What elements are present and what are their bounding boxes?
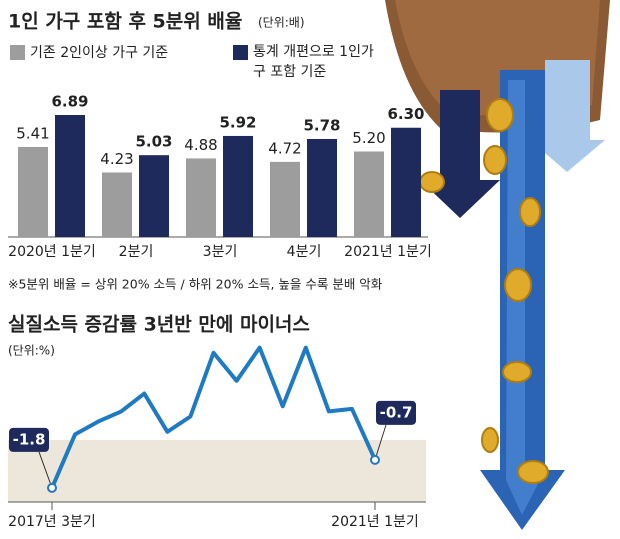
x-tick-label: 2017년 3분기 [8, 514, 96, 530]
chart-title: 1인 가구 포함 후 5분위 배율 [8, 11, 242, 33]
label-box [9, 427, 49, 452]
label-box [376, 400, 416, 425]
bar [139, 155, 169, 237]
bar [270, 161, 300, 237]
x-tick-label: 2020년 1분기 [8, 244, 96, 260]
bar [223, 135, 253, 237]
value-label: 5.92 [219, 113, 256, 131]
bar [307, 138, 337, 237]
value-label: 6.89 [51, 93, 88, 111]
point [370, 454, 380, 465]
value-label: 4.23 [100, 150, 133, 168]
legend-swatch [233, 45, 248, 60]
value-label: -1.8 [13, 430, 46, 448]
x-tick-label: 2021년 1분기 [331, 514, 419, 530]
unit-label: (단위:배) [258, 16, 305, 30]
bar [55, 115, 85, 237]
value-label: 5.03 [135, 133, 172, 151]
callout-line [38, 451, 53, 489]
value-label: 5.78 [303, 116, 340, 134]
x-tick-label: 4분기 [287, 244, 322, 260]
plot-band [8, 440, 426, 502]
bar [102, 172, 132, 237]
x-tick-label: 2분기 [119, 244, 154, 260]
bar [354, 151, 384, 237]
note: ※5분위 배율 = 상위 20% 소득 / 하위 20% 소득, 높을 수록 분… [8, 277, 383, 292]
legend-label: 통계 개편으로 1인가구 포함 기준 [253, 44, 374, 80]
value-label: 6.30 [387, 105, 424, 123]
bar [391, 127, 421, 237]
value-label: 5.20 [352, 129, 385, 147]
legend-swatch [10, 45, 25, 60]
bar [186, 158, 216, 237]
value-label: -0.7 [380, 403, 413, 421]
value-label: 5.41 [16, 124, 49, 142]
value-label: 4.72 [268, 139, 301, 157]
chart-title: 실질소득 증감률 3년반 만에 마이너스 [8, 314, 310, 336]
x-tick-label: 2021년 1분기 [344, 244, 432, 260]
callout-line [374, 424, 387, 460]
x-tick-label: 3분기 [203, 244, 238, 260]
legend-label: 기존 2인이상 가구 기준 [30, 45, 168, 61]
line [50, 345, 377, 489]
unit-label: (단위:%) [8, 344, 55, 358]
value-label: 4.88 [184, 136, 217, 154]
point [47, 482, 57, 493]
illustration [385, 0, 610, 530]
bar [18, 146, 48, 237]
